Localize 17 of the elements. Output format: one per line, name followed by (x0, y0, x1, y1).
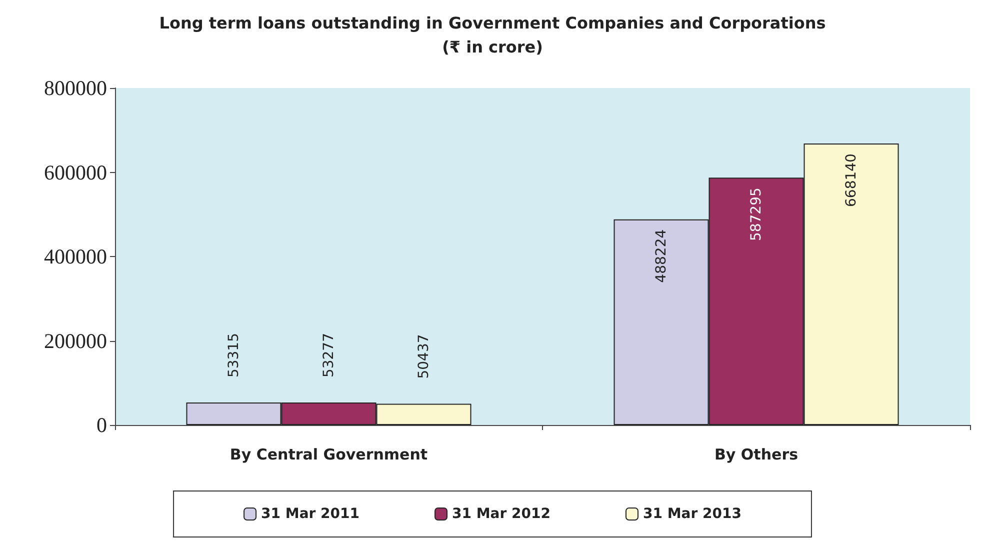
y-tick-label: 0 (96, 413, 107, 437)
y-tick-label: 800000 (44, 76, 107, 100)
legend-label: 31 Mar 2012 (452, 506, 550, 522)
data-label: 668140 (843, 154, 860, 207)
data-label: 53277 (320, 333, 337, 378)
y-tick-label: 400000 (44, 244, 107, 268)
legend-label: 31 Mar 2013 (642, 506, 742, 522)
data-label: 488224 (653, 229, 670, 283)
legend-label: 31 Mar 2011 (261, 506, 360, 522)
y-tick-label: 600000 (44, 160, 107, 184)
data-label: 587295 (748, 188, 764, 242)
data-label: 50437 (416, 334, 432, 379)
x-tick-label: By Central Government (230, 446, 428, 464)
data-label: 53315 (226, 332, 242, 378)
y-tick-label: 200000 (44, 328, 107, 353)
x-tick-label: By Others (714, 446, 798, 464)
chart-title: Long term loans outstanding in Government Companies and Corporations (₹ in crore) (159, 14, 826, 56)
